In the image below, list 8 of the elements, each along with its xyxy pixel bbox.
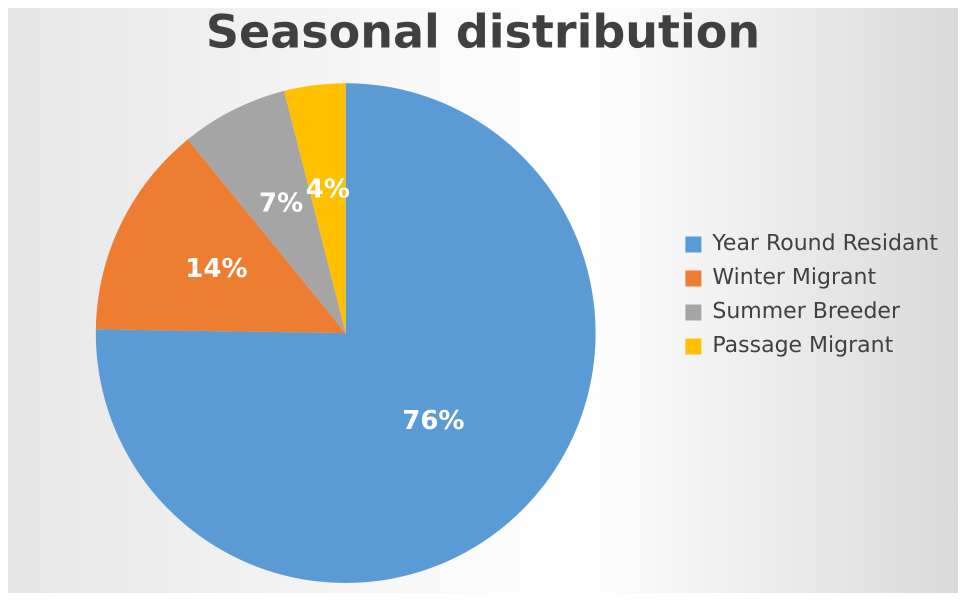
legend-label: Year Round Residant	[711, 231, 938, 256]
legend-label: Summer Breeder	[712, 299, 901, 324]
chart-title: Seasonal distribution	[206, 4, 760, 59]
legend-label: Winter Migrant	[712, 265, 876, 290]
data-label: 76%	[402, 406, 464, 436]
data-label: 7%	[258, 188, 304, 219]
data-label: 14%	[185, 254, 248, 284]
legend-label: Passage Migrant	[712, 333, 894, 358]
